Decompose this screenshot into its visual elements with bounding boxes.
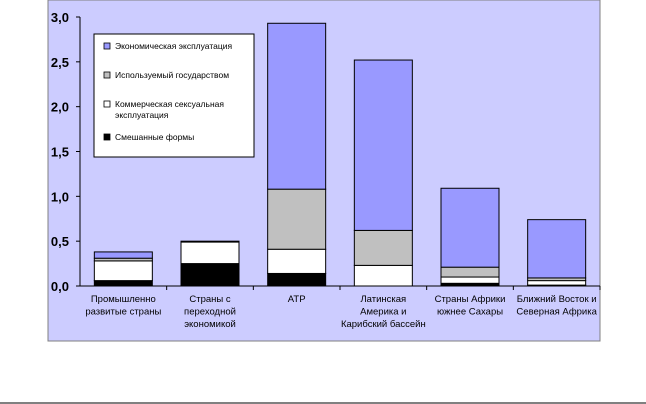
bar-segment xyxy=(353,59,413,231)
bar-segment xyxy=(180,240,240,243)
legend-label: Используемый государством xyxy=(115,70,229,80)
x-tick-label: Ближний Восток и Северная Африка xyxy=(516,294,597,318)
y-tick-label: 0,0 xyxy=(51,279,69,294)
x-tick-label: Страны Африки южнее Сахары xyxy=(435,294,506,318)
y-tick-label: 1,5 xyxy=(51,145,69,160)
bar-segment xyxy=(440,187,500,268)
y-tick-labels: 0,0 0,5 1,0 1,5 2,0 2,5 3,0 xyxy=(51,10,80,294)
legend-swatch xyxy=(103,71,111,79)
bar-segment xyxy=(180,263,240,287)
legend-label: Экономическая эксплуатация xyxy=(115,41,232,51)
y-tick-label: 3,0 xyxy=(51,10,69,25)
bar-segment xyxy=(353,229,413,266)
y-tick-label: 1,0 xyxy=(51,189,69,204)
legend-swatch xyxy=(103,133,111,141)
x-tick-label: Латинская Америка и Карибский бассейн xyxy=(341,294,426,330)
y-tick-label: 2,0 xyxy=(51,100,69,115)
x-tick-label: АТР xyxy=(288,294,306,305)
legend-box xyxy=(93,33,255,158)
bar-segment xyxy=(267,272,327,287)
legend-swatch xyxy=(103,42,111,50)
bar-segment xyxy=(267,248,327,274)
x-tick-labels: Промышленно развитые страны Страны с перехо… xyxy=(85,294,597,330)
legend-swatch xyxy=(103,100,111,108)
y-tick-label: 0,5 xyxy=(51,234,69,249)
bar-segment xyxy=(353,264,413,287)
bar-segment xyxy=(93,280,153,287)
bar-segment xyxy=(527,219,587,279)
bar-segment xyxy=(527,280,587,286)
bar-segment xyxy=(267,188,327,250)
bar-segment xyxy=(93,251,153,259)
bar-segment xyxy=(267,22,327,190)
bar-segment xyxy=(440,276,500,284)
legend: Экономическая эксплуатация Используемый г… xyxy=(93,33,255,158)
legend-label: Коммерческая сексуальная эксплуатация xyxy=(115,99,224,120)
legend-label: Смешанные формы xyxy=(115,132,194,142)
bar-segment xyxy=(180,241,240,265)
x-tick-label: Страны с переходной экономикой xyxy=(184,294,236,330)
bars-layer xyxy=(93,22,601,290)
x-tick-label: Промышленно развитые страны xyxy=(85,294,161,318)
bar-segment xyxy=(440,266,500,278)
y-tick-label: 2,5 xyxy=(51,55,69,70)
bar-segment xyxy=(93,260,153,282)
